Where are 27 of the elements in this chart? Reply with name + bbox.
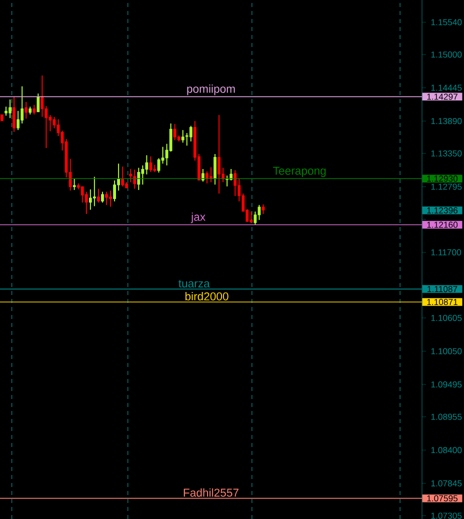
y-tick-label: 1.09495 bbox=[431, 381, 462, 388]
text: 1.07595 bbox=[427, 495, 458, 502]
text: 1.12930 bbox=[427, 176, 458, 182]
y-tick-label: 1.13350 bbox=[431, 150, 462, 156]
y-tick-label: 1.15000 bbox=[431, 51, 462, 58]
ref-line-label: pomiipom bbox=[187, 84, 235, 96]
text: 1.14297 bbox=[427, 94, 458, 100]
y-tick-label: 1.13890 bbox=[431, 118, 462, 124]
ref-line-label: jax bbox=[190, 212, 206, 224]
y-tick-label: 1.07305 bbox=[431, 512, 462, 519]
y-tick-label: 1.11700 bbox=[431, 249, 462, 256]
y-tick-label: 1.10050 bbox=[431, 348, 462, 354]
y-tick-label: 1.15540 bbox=[431, 19, 462, 26]
ref-line-label: tuarza bbox=[178, 280, 210, 288]
text: 1.10871 bbox=[427, 298, 458, 306]
y-tick-label: 1.14445 bbox=[431, 84, 462, 91]
y-tick-label: 1.08955 bbox=[431, 414, 462, 420]
text: 1.11087 bbox=[428, 286, 458, 292]
y-tick-label: 1.12795 bbox=[431, 184, 462, 190]
y-tick-label: 1.10605 bbox=[431, 314, 462, 321]
text: 1.12160 bbox=[427, 222, 458, 228]
ref-line-label: Fadhil2557 bbox=[184, 488, 238, 497]
ref-line-label: Teerapong bbox=[273, 166, 326, 177]
y-tick-label: 1.08400 bbox=[431, 447, 462, 454]
ref-line-label: bird2000 bbox=[185, 292, 228, 300]
y-tick-label: 1.07845 bbox=[431, 480, 462, 486]
text: 1.12396 bbox=[427, 207, 458, 214]
